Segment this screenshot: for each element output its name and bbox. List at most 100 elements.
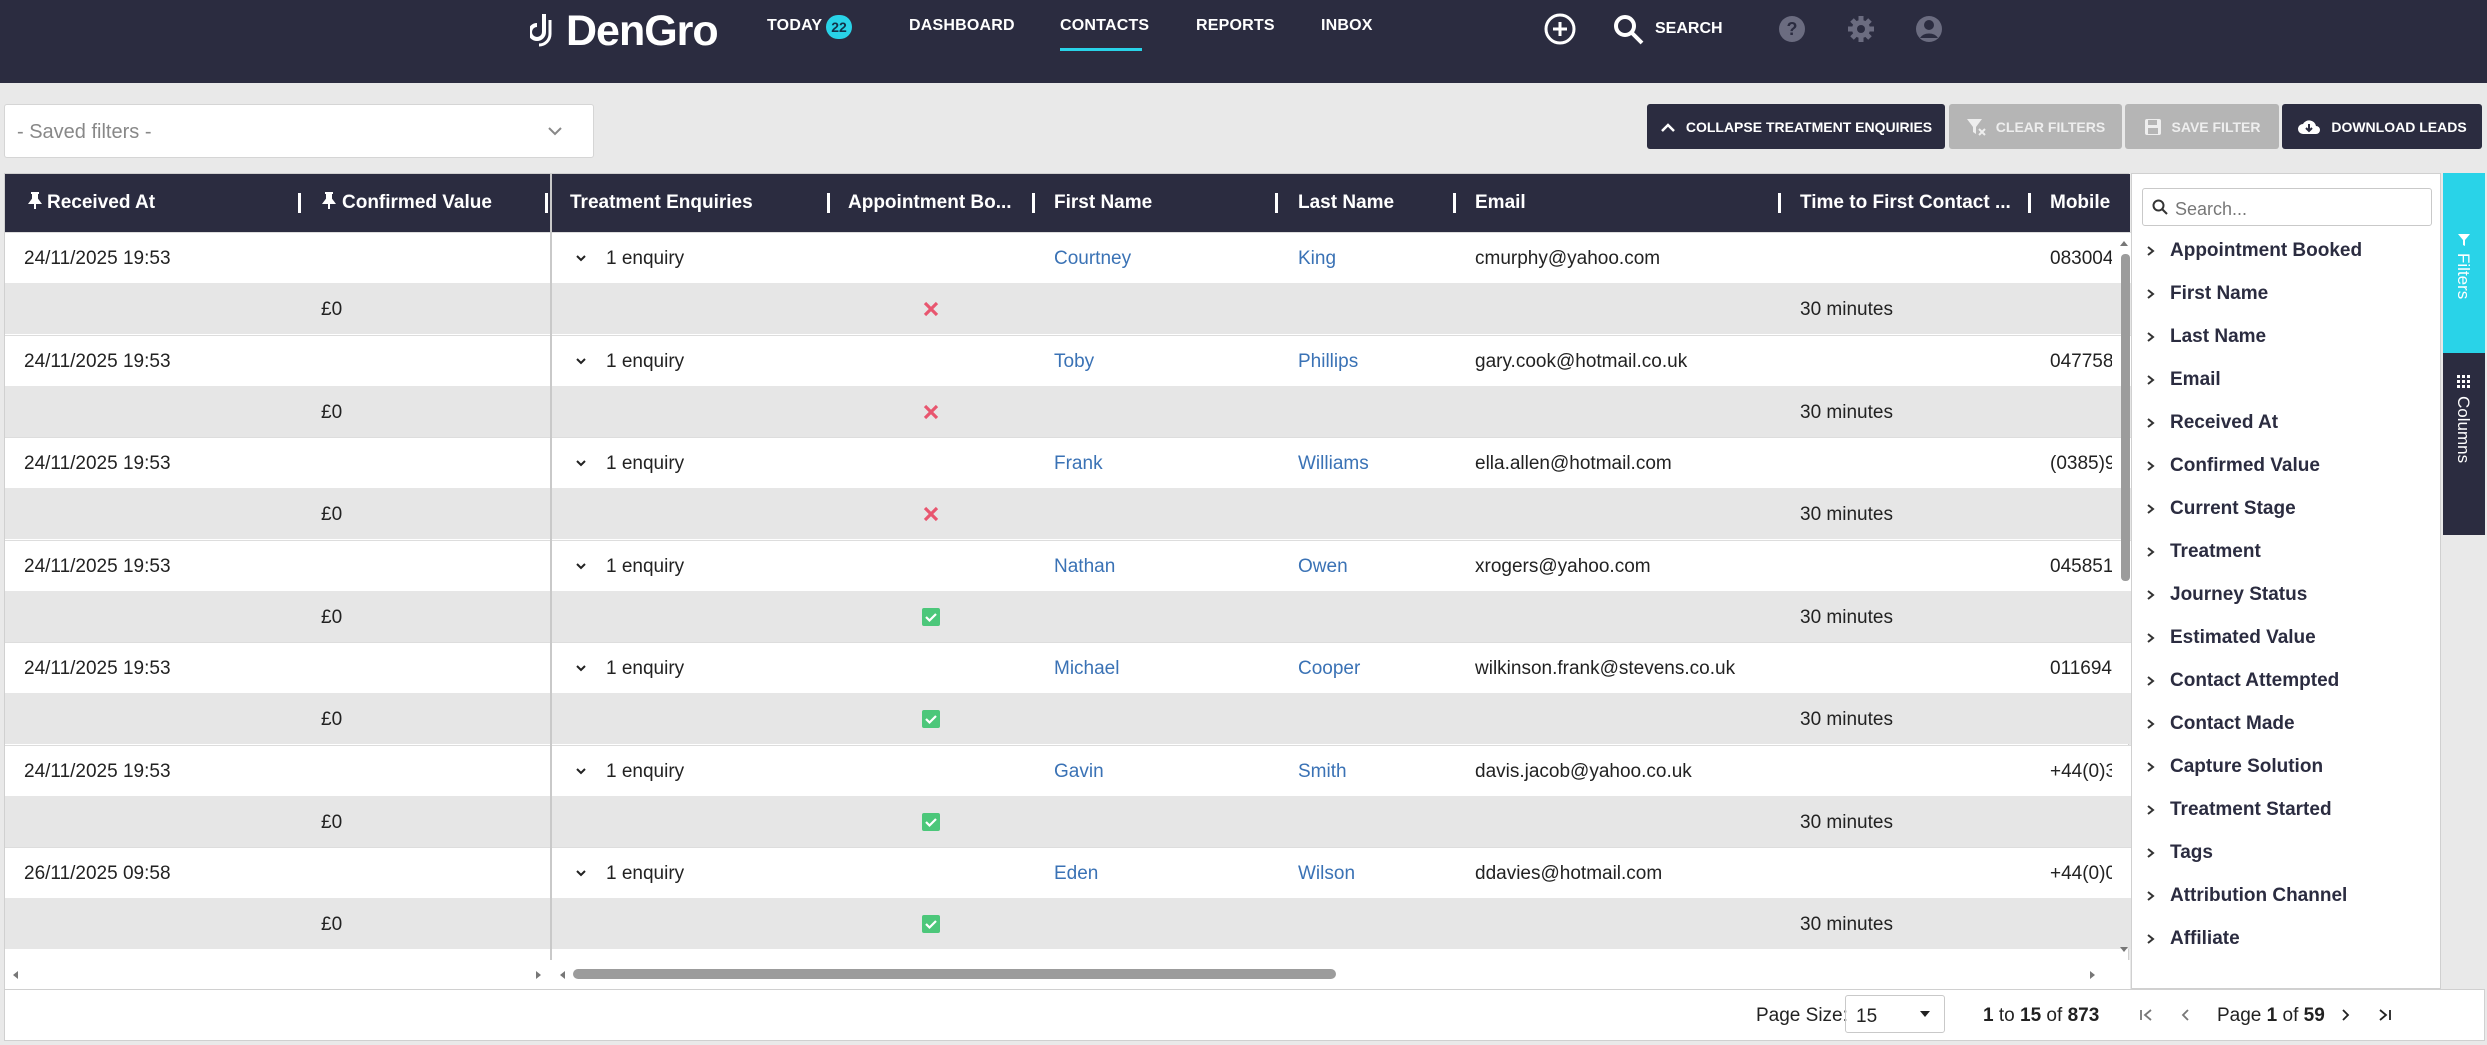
nav-contacts[interactable]: CONTACTS [1060,17,1150,34]
col-resize-handle[interactable] [1032,193,1035,213]
chevron-right-icon[interactable] [2146,288,2156,300]
tab-filters[interactable]: Filters [2443,173,2485,353]
filter-item-label[interactable]: Journey Status [2170,584,2308,605]
filter-item-label[interactable]: Attribution Channel [2170,885,2348,906]
first-name-link[interactable]: Frank [1054,453,1103,474]
first-page-icon[interactable] [2137,1006,2155,1024]
collapse-treatment-enquiries-button[interactable]: COLLAPSE TREATMENT ENQUIRIES [1647,104,1945,149]
chevron-down-icon[interactable] [574,251,588,265]
filter-item-label[interactable]: Tags [2170,842,2213,863]
col-time-to-first-contact[interactable]: Time to First Contact ... [1800,192,2011,213]
download-leads-button[interactable]: DOWNLOAD LEADS [2282,104,2482,149]
filter-item-label[interactable]: Email [2170,369,2221,390]
last-name-link[interactable]: Williams [1298,453,1369,474]
treatment-enquiries-cell[interactable]: 1 enquiry [606,248,685,269]
scroll-right-icon[interactable] [2089,970,2097,980]
clear-filters-button[interactable]: CLEAR FILTERS [1949,104,2122,149]
save-filter-button[interactable]: SAVE FILTER [2125,104,2279,149]
chevron-right-icon[interactable] [2146,245,2156,257]
col-resize-handle[interactable] [2028,193,2031,213]
treatment-enquiries-cell[interactable]: 1 enquiry [606,555,685,577]
chevron-down-icon[interactable] [574,559,588,573]
filter-item-label[interactable]: First Name [2170,283,2269,304]
table-row[interactable]: 24/11/2025 19:53 1 enquiry Toby Phillips gar… [5,334,2131,386]
col-resize-handle[interactable] [827,193,830,213]
scroll-left-icon[interactable] [11,970,19,980]
filter-item-label[interactable]: Confirmed Value [2170,455,2320,476]
treatment-enquiries-cell[interactable]: 1 enquiry [606,863,685,884]
filter-item-label[interactable]: Treatment Started [2170,799,2332,820]
first-name-link[interactable]: Eden [1054,863,1099,884]
column-search-input[interactable]: Search... [2142,188,2432,226]
col-first-name[interactable]: First Name [1054,192,1153,213]
treatment-enquiries-cell[interactable]: 1 enquiry [606,453,685,474]
chevron-down-icon[interactable] [574,354,588,368]
chevron-right-icon[interactable] [2146,632,2156,644]
table-row[interactable]: 26/11/2025 09:58 1 enquiry Eden Wilson ddavi… [5,847,2131,898]
last-name-link[interactable]: Phillips [1298,350,1359,372]
first-name-link[interactable]: Nathan [1054,555,1116,577]
last-name-link[interactable]: Wilson [1298,863,1356,884]
col-resize-handle[interactable] [1778,193,1781,213]
chevron-right-icon[interactable] [2146,933,2156,945]
table-row[interactable]: 24/11/2025 19:53 1 enquiry Michael Cooper wi… [5,642,2131,693]
col-appointment-booked[interactable]: Appointment Bo... [848,192,1012,213]
chevron-right-icon[interactable] [2146,374,2156,386]
last-name-link[interactable]: Smith [1298,760,1347,782]
chevron-right-icon[interactable] [2146,503,2156,515]
col-resize-handle[interactable] [298,193,301,213]
vertical-scroll-thumb[interactable] [2121,254,2130,581]
chevron-right-icon[interactable] [2146,331,2156,343]
treatment-enquiries-cell[interactable]: 1 enquiry [606,658,685,679]
scroll-down-icon[interactable] [2119,946,2129,954]
filter-item-label[interactable]: Affiliate [2170,928,2240,949]
filter-item-label[interactable]: Current Stage [2170,498,2296,519]
nav-dashboard[interactable]: DASHBOARD [909,17,1015,34]
col-received-at[interactable]: Received At [47,192,156,213]
first-name-link[interactable]: Gavin [1054,760,1104,782]
filter-item-label[interactable]: Last Name [2170,326,2267,347]
filter-item-label[interactable]: Contact Attempted [2170,670,2340,691]
first-name-link[interactable]: Michael [1054,658,1120,679]
settings-gear-icon[interactable] [1846,14,1876,44]
scroll-up-icon[interactable] [2119,239,2129,247]
col-resize-handle[interactable] [1275,193,1278,213]
chevron-right-icon[interactable] [2146,675,2156,687]
chevron-down-icon[interactable] [574,764,588,778]
last-name-link[interactable]: Owen [1298,555,1348,577]
chevron-down-icon[interactable] [574,661,588,675]
saved-filters-select[interactable]: - Saved filters - [4,104,594,158]
table-row[interactable]: 24/11/2025 19:53 1 enquiry Frank Williams el… [5,437,2131,488]
help-icon[interactable]: ? [1777,14,1807,44]
vertical-scrollbar[interactable] [2117,239,2131,954]
last-name-link[interactable]: King [1298,248,1337,269]
col-treatment-enquiries[interactable]: Treatment Enquiries [570,192,753,213]
chevron-down-icon[interactable] [574,456,588,470]
first-name-link[interactable]: Toby [1054,350,1095,372]
user-account-icon[interactable] [1914,14,1944,44]
chevron-right-icon[interactable] [2146,804,2156,816]
search-icon[interactable] [1612,13,1646,47]
chevron-right-icon[interactable] [2146,718,2156,730]
col-last-name[interactable]: Last Name [1298,192,1395,213]
col-confirmed-value[interactable]: Confirmed Value [342,192,492,213]
scroll-left-icon[interactable] [558,970,566,980]
col-resize-handle[interactable] [1453,193,1456,213]
filter-item-label[interactable]: Contact Made [2170,713,2295,734]
table-row[interactable]: 24/11/2025 19:53 1 enquiry Nathan Owen xroge… [5,539,2131,591]
nav-inbox[interactable]: INBOX [1321,17,1373,34]
last-page-icon[interactable] [2376,1006,2394,1024]
last-name-link[interactable]: Cooper [1298,658,1361,679]
nav-today[interactable]: TODAY [767,17,823,34]
tab-columns[interactable]: Columns [2443,353,2485,535]
previous-page-icon[interactable] [2177,1006,2195,1024]
first-name-link[interactable]: Courtney [1054,248,1132,269]
chevron-right-icon[interactable] [2146,589,2156,601]
chevron-right-icon[interactable] [2146,761,2156,773]
chevron-right-icon[interactable] [2146,460,2156,472]
dengro-logo[interactable]: DenGro [530,7,719,55]
page-size-select[interactable]: 15 [1845,995,1945,1033]
table-row[interactable]: 24/11/2025 19:53 1 enquiry Courtney King cmu… [5,232,2131,283]
filter-item-label[interactable]: Received At [2170,412,2279,433]
search-label[interactable]: SEARCH [1655,20,1723,37]
